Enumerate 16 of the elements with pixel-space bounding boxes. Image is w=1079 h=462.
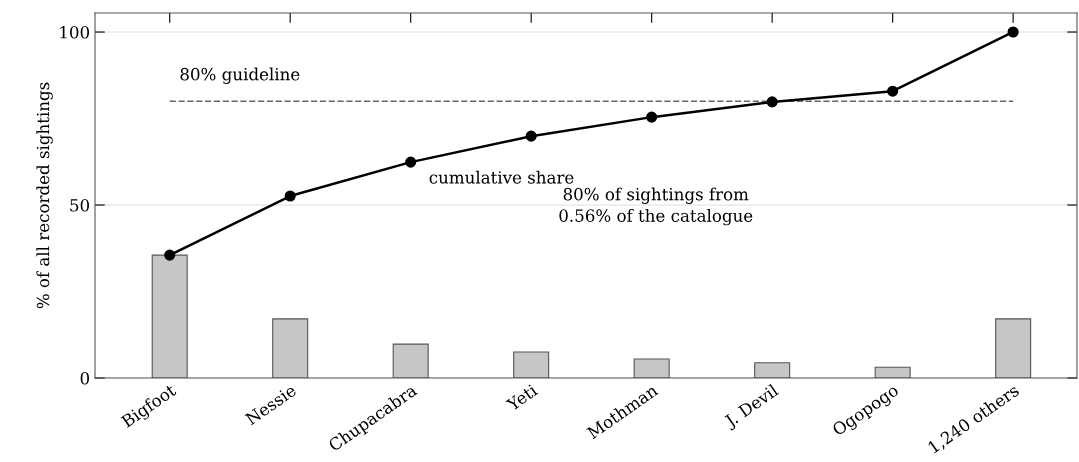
point bbox=[887, 85, 899, 97]
annotation: 80% of sightings from 0.56% of the catalogue bbox=[559, 187, 753, 226]
point bbox=[766, 96, 778, 108]
ref-line-label: 80% guideline bbox=[180, 67, 300, 84]
point bbox=[525, 130, 537, 142]
y-tick-label: 0 bbox=[80, 371, 90, 385]
point bbox=[1007, 26, 1019, 38]
x-tick-label: Yeti bbox=[505, 383, 539, 412]
point bbox=[284, 190, 296, 202]
point bbox=[405, 156, 417, 168]
y-axis-title: % of all recorded sightings bbox=[36, 82, 53, 309]
y-tick-label: 100 bbox=[60, 25, 90, 39]
point bbox=[646, 111, 658, 123]
series-label: cumulative share bbox=[429, 170, 574, 184]
point bbox=[164, 249, 176, 261]
y-tick-label: 50 bbox=[70, 198, 90, 212]
